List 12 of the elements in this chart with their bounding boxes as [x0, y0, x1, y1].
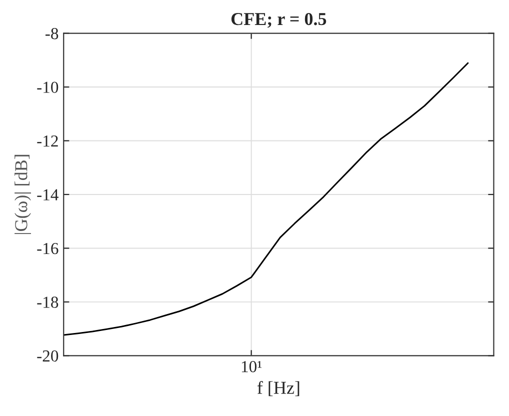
y-axis-title: |G(ω)| [dB]: [14, 154, 31, 234]
chart-title: CFE; r = 0.5: [231, 12, 326, 28]
x-tick-label: 10¹: [242, 361, 262, 372]
y-tick-label: -20: [37, 350, 58, 362]
x-axis-title: f [Hz]: [257, 381, 300, 396]
y-tick-label: -8: [46, 28, 58, 40]
line-series: [64, 62, 469, 336]
y-tick-label: -10: [37, 82, 58, 93]
y-tick-label: -18: [37, 296, 58, 308]
y-tick-label: -12: [37, 135, 58, 147]
y-tick-label: -14: [37, 189, 59, 200]
y-tick-label: -16: [37, 242, 58, 254]
